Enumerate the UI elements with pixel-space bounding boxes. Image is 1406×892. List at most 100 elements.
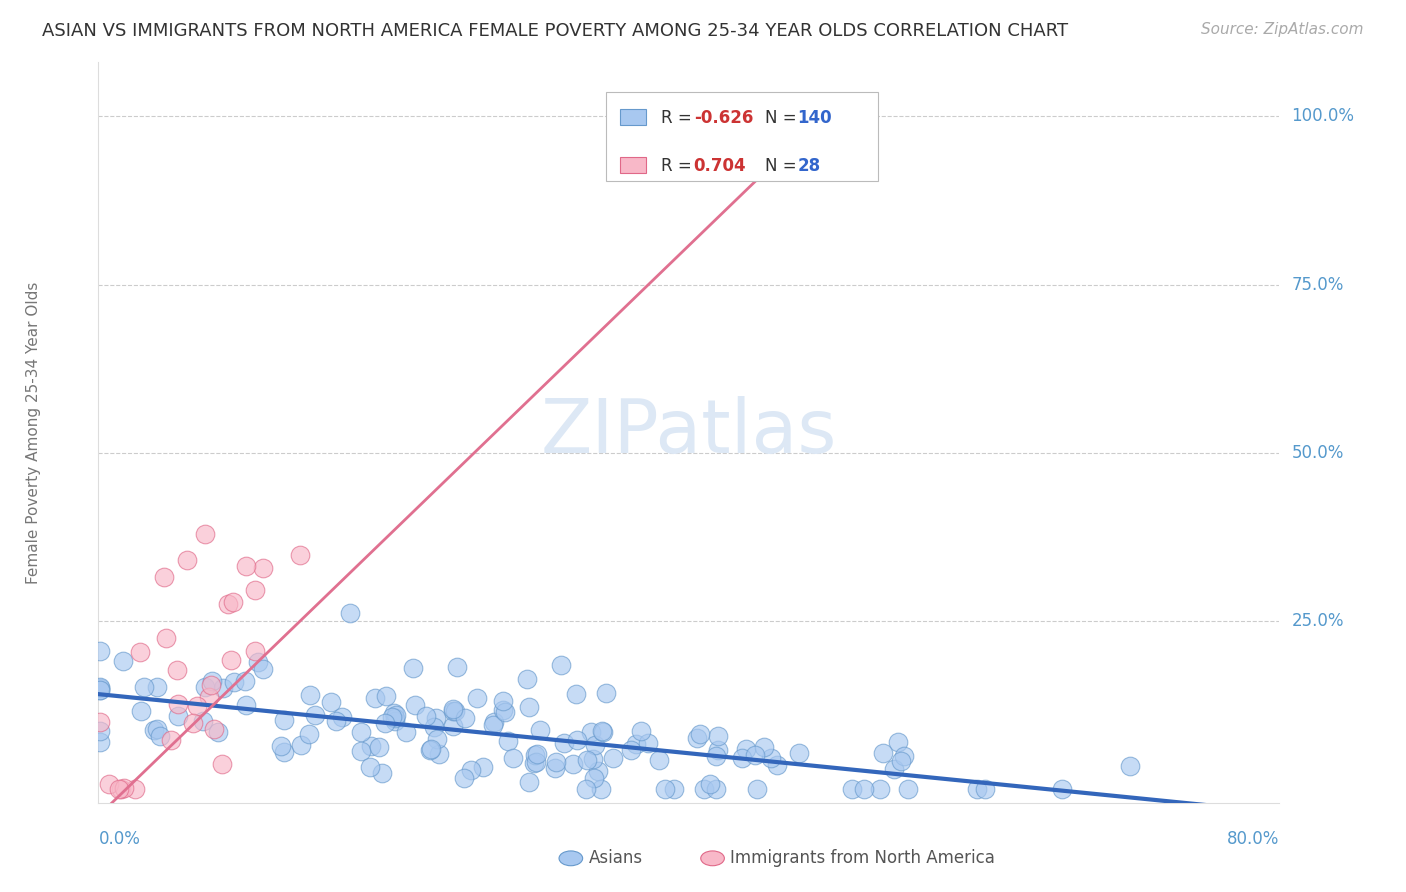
Point	[233, 673, 256, 688]
Point	[252, 662, 274, 676]
Point	[890, 755, 912, 769]
Point	[524, 755, 547, 769]
Point	[360, 739, 382, 754]
Point	[367, 740, 389, 755]
Point	[482, 715, 505, 730]
Point	[595, 686, 617, 700]
Point	[492, 704, 515, 718]
Point	[143, 723, 166, 737]
Point	[592, 725, 614, 739]
Point	[441, 704, 464, 718]
Point	[544, 755, 567, 769]
Point	[176, 553, 198, 567]
Point	[200, 677, 222, 691]
Point	[893, 749, 915, 764]
Point	[89, 714, 111, 729]
Text: Immigrants from North America: Immigrants from North America	[730, 849, 995, 867]
Point	[686, 731, 709, 745]
Point	[299, 688, 322, 702]
Point	[523, 747, 546, 762]
Text: 25.0%: 25.0%	[1291, 612, 1344, 630]
Point	[446, 660, 468, 674]
Point	[404, 698, 426, 713]
Point	[129, 704, 152, 718]
Point	[145, 722, 167, 736]
Point	[553, 736, 575, 750]
Point	[460, 763, 482, 777]
Point	[752, 740, 775, 755]
Point	[219, 653, 242, 667]
Point	[745, 782, 768, 797]
Point	[217, 597, 239, 611]
Point	[384, 711, 406, 725]
Point	[212, 681, 235, 696]
Text: 140: 140	[797, 109, 832, 127]
Point	[359, 760, 381, 774]
Point	[290, 738, 312, 752]
Point	[626, 737, 648, 751]
Point	[544, 761, 567, 775]
Text: 50.0%: 50.0%	[1291, 444, 1344, 462]
Point	[385, 707, 408, 722]
Point	[252, 561, 274, 575]
Point	[766, 758, 789, 772]
Point	[207, 725, 229, 739]
Point	[502, 751, 524, 765]
Point	[1050, 782, 1073, 797]
Point	[707, 729, 730, 743]
FancyBboxPatch shape	[620, 109, 647, 126]
Text: -0.626: -0.626	[693, 109, 754, 127]
Point	[166, 663, 188, 677]
Point	[591, 782, 613, 797]
Point	[111, 654, 134, 668]
Point	[419, 743, 441, 757]
Point	[453, 771, 475, 785]
Point	[887, 735, 910, 749]
Point	[89, 683, 111, 698]
Point	[966, 782, 988, 797]
Text: Female Poverty Among 25-34 Year Olds: Female Poverty Among 25-34 Year Olds	[25, 282, 41, 583]
Text: ZIPatlas: ZIPatlas	[541, 396, 837, 469]
Point	[89, 680, 111, 694]
Point	[602, 751, 624, 765]
Point	[330, 710, 353, 724]
Point	[273, 745, 295, 759]
FancyBboxPatch shape	[606, 92, 877, 181]
Point	[648, 753, 671, 767]
Point	[243, 644, 266, 658]
Point	[494, 705, 516, 719]
Point	[107, 782, 129, 797]
Point	[191, 714, 214, 729]
Point	[370, 766, 392, 780]
Point	[364, 691, 387, 706]
Point	[128, 645, 150, 659]
Point	[420, 741, 443, 756]
Point	[202, 722, 225, 736]
Point	[224, 675, 246, 690]
Point	[550, 657, 572, 672]
Point	[350, 743, 373, 757]
Point	[235, 559, 257, 574]
Point	[112, 781, 135, 796]
Point	[321, 695, 343, 709]
Point	[89, 683, 111, 698]
Point	[290, 548, 312, 562]
Text: Source: ZipAtlas.com: Source: ZipAtlas.com	[1201, 22, 1364, 37]
Point	[526, 747, 548, 761]
Text: 0.704: 0.704	[693, 157, 747, 175]
Point	[565, 687, 588, 701]
Point	[200, 673, 222, 688]
Point	[155, 631, 177, 645]
Point	[384, 714, 406, 728]
Point	[245, 583, 267, 598]
Point	[730, 751, 752, 765]
Text: 75.0%: 75.0%	[1291, 276, 1344, 293]
Point	[415, 709, 437, 723]
Point	[897, 782, 920, 797]
Point	[699, 777, 721, 791]
Point	[465, 690, 488, 705]
Point	[744, 747, 766, 762]
Text: ASIAN VS IMMIGRANTS FROM NORTH AMERICA FEMALE POVERTY AMONG 25-34 YEAR OLDS CORR: ASIAN VS IMMIGRANTS FROM NORTH AMERICA F…	[42, 22, 1069, 40]
Point	[869, 782, 891, 797]
Point	[872, 747, 894, 761]
